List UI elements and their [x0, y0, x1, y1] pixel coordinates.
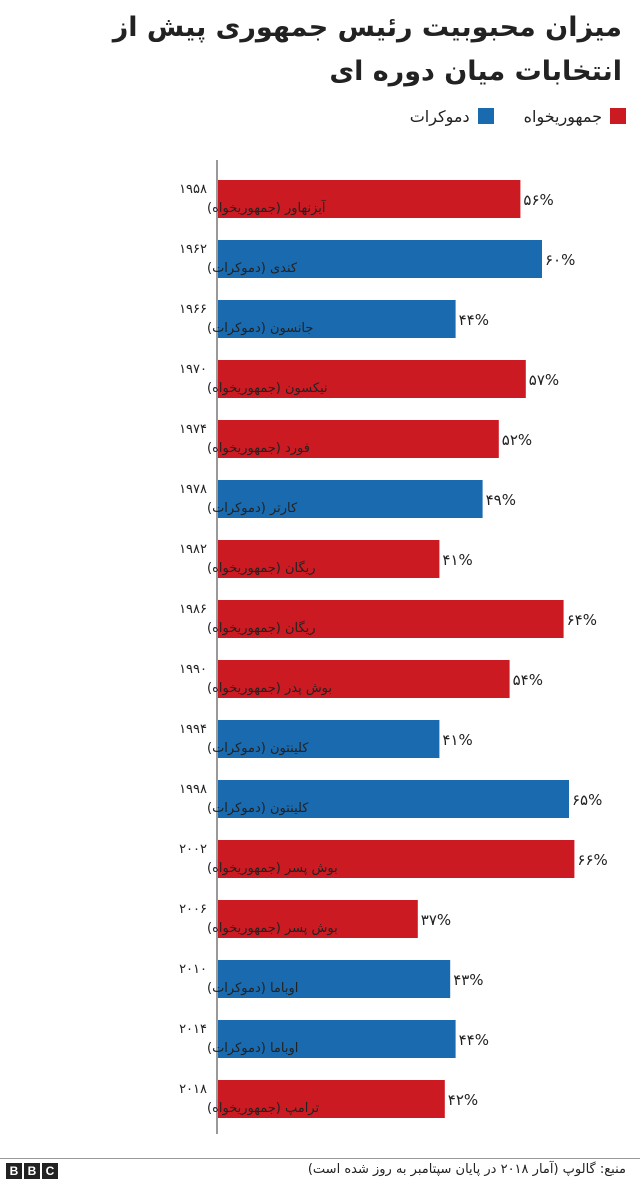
- category-name-label: بوش پدر (جمهوریخواه): [207, 681, 332, 696]
- category-year-label: ۲۰۰۲: [179, 842, 207, 857]
- bar: [218, 180, 521, 218]
- bar: [218, 660, 510, 698]
- category-year-label: ۱۹۹۴: [179, 722, 207, 737]
- category-name-label: کلینتون (دموکرات): [207, 741, 309, 756]
- footer-divider: [0, 1158, 640, 1159]
- category-year-label: ۱۹۶۲: [179, 242, 207, 257]
- value-label: ۵۷%: [529, 371, 559, 389]
- category-year-label: ۱۹۸۶: [179, 602, 207, 617]
- bar: [218, 240, 542, 278]
- value-label: ۴۴%: [459, 1031, 489, 1049]
- category-name-label: اوباما (دموکرات): [207, 1041, 298, 1056]
- category-year-label: ۱۹۷۰: [179, 362, 207, 377]
- category-year-label: ۱۹۶۶: [179, 302, 207, 317]
- category-year-label: ۱۹۹۰: [179, 662, 207, 677]
- category-name-label: ریگان (جمهوریخواه): [207, 560, 316, 576]
- bar: [218, 1020, 456, 1058]
- bbc-logo: B B C: [6, 1163, 58, 1179]
- bar: [218, 360, 526, 398]
- category-name-label: آیزنهاور (جمهوریخواه): [207, 199, 327, 216]
- category-name-label: نیکسون (جمهوریخواه): [207, 381, 328, 396]
- value-label: ۶۰%: [545, 251, 575, 269]
- bar: [218, 420, 499, 458]
- bar: [218, 900, 418, 938]
- value-label: ۳۷%: [421, 911, 451, 929]
- category-name-label: فورد (جمهوریخواه): [207, 441, 310, 456]
- category-year-label: ۲۰۰۶: [179, 902, 207, 917]
- value-label: ۵۲%: [502, 431, 532, 449]
- category-year-label: ۱۹۵۸: [179, 182, 207, 197]
- bbc-logo-letter: B: [24, 1163, 40, 1179]
- bbc-logo-letter: C: [42, 1163, 58, 1179]
- bar: [218, 840, 575, 878]
- bar: [218, 600, 564, 638]
- bar: [218, 1080, 445, 1118]
- value-label: ۴۳%: [453, 971, 483, 989]
- category-year-label: ۲۰۱۰: [179, 962, 207, 977]
- value-label: ۶۶%: [577, 851, 607, 869]
- value-label: ۴۱%: [442, 551, 472, 569]
- legend-item-democrat: دموکرات: [410, 107, 494, 126]
- category-name-label: بوش پسر (جمهوریخواه): [207, 861, 338, 876]
- legend-item-republican: جمهوریخواه: [524, 107, 626, 126]
- category-name-label: جانسون (دموکرات): [207, 321, 313, 336]
- bar: [218, 300, 456, 338]
- legend-swatch-republican: [610, 108, 626, 124]
- bar: [218, 720, 440, 758]
- value-label: ۴۱%: [442, 731, 472, 749]
- bar: [218, 960, 451, 998]
- legend-label-democrat: دموکرات: [409, 106, 470, 126]
- value-label: ۵۴%: [513, 671, 543, 689]
- category-name-label: ریگان (جمهوریخواه): [207, 620, 316, 636]
- category-name-label: کندی (دموکرات): [207, 261, 298, 276]
- value-label: ۵۶%: [523, 191, 553, 209]
- bar: [218, 480, 483, 518]
- category-year-label: ۱۹۷۸: [179, 482, 207, 497]
- category-year-label: ۲۰۱۸: [179, 1082, 207, 1097]
- category-name-label: کلینتون (دموکرات): [207, 801, 309, 816]
- category-name-label: کارتر (دموکرات): [207, 501, 298, 516]
- bar: [218, 540, 440, 578]
- value-label: ۴۲%: [448, 1091, 478, 1109]
- category-year-label: ۱۹۹۸: [179, 782, 207, 797]
- value-label: ۶۴%: [567, 611, 597, 629]
- chart-title: میزان محبوبیت رئیس جمهوری پیش از انتخابا…: [112, 12, 622, 87]
- legend: جمهوریخواه دموکرات: [410, 104, 626, 128]
- bbc-logo-letter: B: [6, 1163, 22, 1179]
- category-year-label: ۱۹۷۴: [179, 422, 207, 437]
- category-name-label: بوش پسر (جمهوریخواه): [207, 921, 338, 936]
- bar: [218, 780, 569, 818]
- legend-swatch-democrat: [477, 108, 494, 124]
- legend-label-republican: جمهوریخواه: [523, 106, 602, 126]
- category-name-label: اوباما (دموکرات): [207, 981, 298, 996]
- value-label: ۶۵%: [572, 791, 602, 809]
- category-name-label: ترامپ (جمهوریخواه): [207, 1101, 319, 1116]
- source-note: منبع: گالوپ (آمار ۲۰۱۸ در پایان سپتامبر …: [307, 1162, 626, 1177]
- category-year-label: ۲۰۱۴: [179, 1022, 207, 1037]
- value-label: ۴۹%: [486, 491, 516, 509]
- category-year-label: ۱۹۸۲: [179, 542, 207, 557]
- value-label: ۴۴%: [459, 311, 489, 329]
